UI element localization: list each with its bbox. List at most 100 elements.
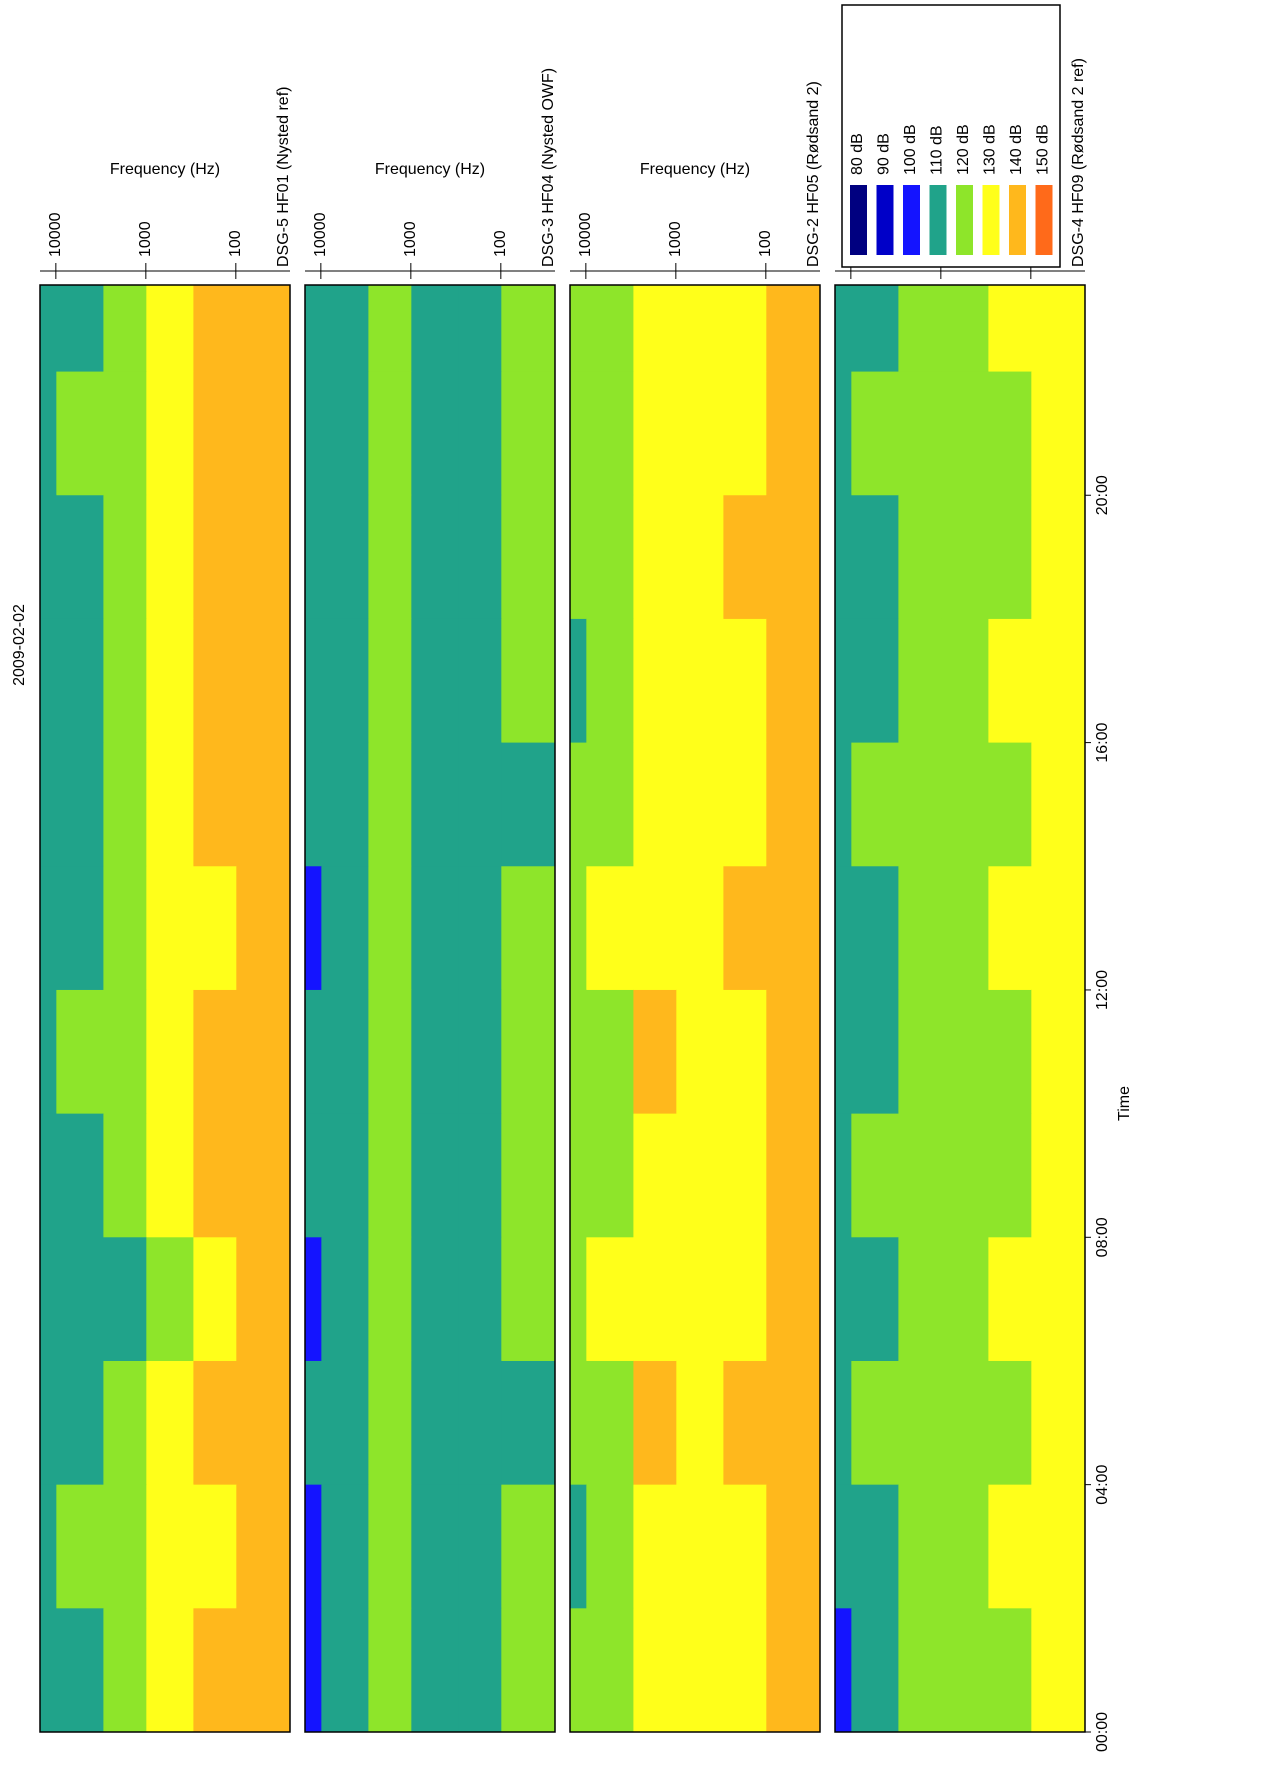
heat-cell (1030, 742, 1086, 867)
heat-cell (722, 284, 767, 372)
heat-cell (40, 1360, 57, 1485)
heat-cell (192, 494, 237, 619)
heat-cell (940, 618, 989, 743)
heat-cell (897, 371, 942, 496)
heat-cell (145, 1236, 194, 1361)
heat-cell (305, 494, 322, 619)
heat-cell (765, 742, 821, 867)
heat-cell (192, 1607, 237, 1732)
heat-cell (570, 1484, 587, 1609)
heat-cell (987, 618, 1032, 743)
heat-cell (55, 494, 104, 619)
heat-cell (1030, 1113, 1086, 1238)
y-tick-label: 100 (757, 230, 774, 257)
heat-cell (835, 1360, 852, 1485)
y-tick-label: 10000 (577, 212, 594, 257)
heat-cell (367, 371, 412, 496)
heat-cell (145, 494, 194, 619)
heat-cell (987, 742, 1032, 867)
heat-cell (55, 989, 104, 1114)
heat-cell (500, 1484, 556, 1609)
heat-cell (850, 742, 899, 867)
heat-cell (722, 1360, 767, 1485)
heat-cell (632, 1236, 677, 1361)
x-tick-label: 00:00 (1094, 1712, 1111, 1752)
heat-cell (40, 1607, 57, 1732)
heat-cell (722, 494, 767, 619)
heat-cell (675, 494, 724, 619)
heat-cell (585, 284, 634, 372)
y-axis-label: Frequency (Hz) (640, 161, 750, 178)
heat-cell (410, 1607, 459, 1732)
heat-cell (835, 742, 852, 867)
heat-cell (570, 989, 587, 1114)
heat-cell (987, 284, 1032, 372)
legend-swatch (1035, 185, 1053, 255)
heat-cell (192, 1113, 237, 1238)
heat-cell (367, 989, 412, 1114)
heat-cell (940, 1607, 989, 1732)
heat-cell (457, 1484, 502, 1609)
heat-cell (765, 865, 821, 990)
heat-cell (987, 989, 1032, 1114)
heat-cell (320, 371, 369, 496)
heat-cell (102, 742, 147, 867)
heat-cell (1030, 284, 1086, 372)
heat-cell (102, 989, 147, 1114)
heat-cell (675, 618, 724, 743)
heat-cell (367, 742, 412, 867)
heat-cell (570, 371, 587, 496)
heat-cell (102, 284, 147, 372)
heat-cell (1030, 371, 1086, 496)
heat-cell (305, 371, 322, 496)
heat-cell (305, 989, 322, 1114)
x-tick-label: 12:00 (1094, 970, 1111, 1010)
heat-cell (632, 989, 677, 1114)
heat-cell (145, 1607, 194, 1732)
heat-cell (235, 284, 291, 372)
heat-cell (235, 371, 291, 496)
legend-swatch (903, 185, 920, 255)
legend-label: 150 dB (1035, 124, 1052, 175)
heat-cell (585, 989, 634, 1114)
heat-cell (897, 1607, 942, 1732)
heat-cell (835, 494, 852, 619)
heat-cell (765, 1113, 821, 1238)
heat-cell (632, 371, 677, 496)
heat-cell (940, 1484, 989, 1609)
panel-name: DSG-3 HF04 (Nysted OWF) (540, 68, 557, 267)
heat-cell (192, 989, 237, 1114)
panel-frame (569, 284, 821, 1733)
heat-cell (145, 1360, 194, 1485)
heat-cell (570, 1607, 587, 1732)
heat-cell (585, 1236, 634, 1361)
heat-cell (410, 494, 459, 619)
heat-cell (940, 371, 989, 496)
heat-cell (235, 742, 291, 867)
heat-cell (235, 618, 291, 743)
heat-cell (675, 1113, 724, 1238)
heat-cell (722, 618, 767, 743)
heat-cell (570, 1236, 587, 1361)
heat-cell (835, 1113, 852, 1238)
heat-cell (192, 1484, 237, 1609)
heat-cell (850, 989, 899, 1114)
heat-cell (305, 1113, 322, 1238)
heat-cell (850, 1236, 899, 1361)
heat-cell (40, 494, 57, 619)
heat-cell (835, 1236, 852, 1361)
heat-cell (500, 618, 556, 743)
heat-cell (987, 1607, 1032, 1732)
heat-cell (897, 284, 942, 372)
heat-cell (235, 865, 291, 990)
legend-swatch (876, 185, 894, 255)
y-tick-label: 100 (227, 230, 244, 257)
heat-cell (410, 1360, 459, 1485)
heat-cell (632, 618, 677, 743)
heat-cell (102, 1113, 147, 1238)
y-tick-label: 10000 (47, 212, 64, 257)
heat-cell (835, 1607, 852, 1732)
y-tick-label: 1000 (402, 221, 419, 257)
heat-cell (722, 1113, 767, 1238)
